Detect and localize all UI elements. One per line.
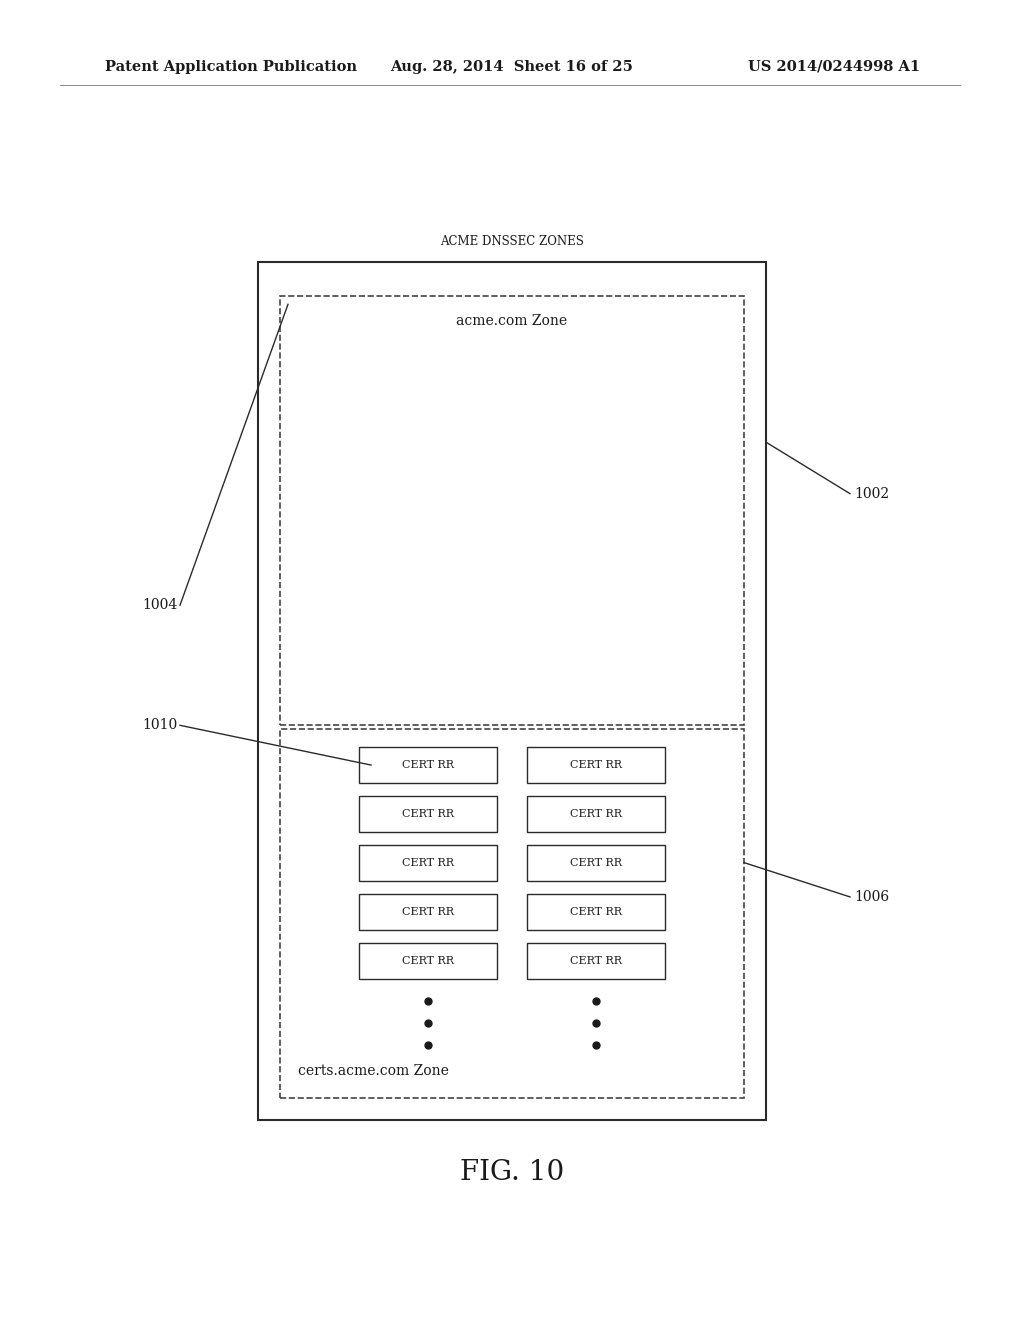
Bar <box>527 942 665 979</box>
Text: CERT RR: CERT RR <box>402 907 454 917</box>
Text: FIG. 10: FIG. 10 <box>460 1159 564 1185</box>
Text: 1004: 1004 <box>142 598 178 612</box>
Bar <box>359 747 497 783</box>
Bar <box>527 747 665 783</box>
Bar <box>280 729 744 1098</box>
Text: CERT RR: CERT RR <box>570 760 622 770</box>
Text: certs.acme.com Zone: certs.acme.com Zone <box>298 1064 449 1078</box>
Bar <box>280 296 744 725</box>
Bar <box>359 942 497 979</box>
Bar <box>258 261 766 1119</box>
Text: CERT RR: CERT RR <box>402 858 454 869</box>
Text: 1002: 1002 <box>854 487 889 500</box>
Bar <box>359 845 497 880</box>
Text: CERT RR: CERT RR <box>570 858 622 869</box>
Text: CERT RR: CERT RR <box>570 809 622 818</box>
Text: ACME DNSSEC ZONES: ACME DNSSEC ZONES <box>440 235 584 248</box>
Text: acme.com Zone: acme.com Zone <box>457 314 567 329</box>
Bar <box>359 796 497 832</box>
Text: 1010: 1010 <box>142 718 178 733</box>
Bar <box>527 845 665 880</box>
Text: Aug. 28, 2014  Sheet 16 of 25: Aug. 28, 2014 Sheet 16 of 25 <box>390 59 634 74</box>
Text: CERT RR: CERT RR <box>570 956 622 966</box>
Text: Patent Application Publication: Patent Application Publication <box>105 59 357 74</box>
Text: US 2014/0244998 A1: US 2014/0244998 A1 <box>748 59 920 74</box>
Bar <box>359 894 497 931</box>
Text: CERT RR: CERT RR <box>402 760 454 770</box>
Text: CERT RR: CERT RR <box>402 809 454 818</box>
Bar <box>527 796 665 832</box>
Text: 1006: 1006 <box>854 890 889 904</box>
Text: CERT RR: CERT RR <box>570 907 622 917</box>
Text: CERT RR: CERT RR <box>402 956 454 966</box>
Bar <box>527 894 665 931</box>
